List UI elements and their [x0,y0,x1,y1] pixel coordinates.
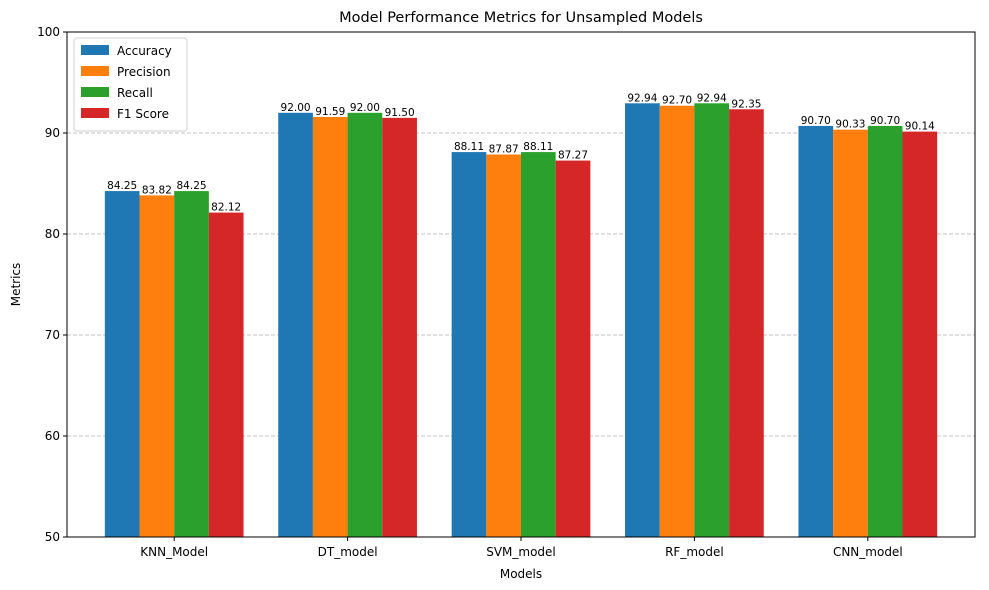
data-label: 92.35 [731,98,761,110]
legend-label: Accuracy [117,44,172,58]
x-tick-label: SVM_model [486,545,556,559]
bar [521,152,556,538]
data-label: 88.11 [523,141,553,153]
legend-swatch [81,108,109,118]
data-labels: 84.25 92.00 88.11 92.94 90.70 83.82 91.59 87.87… [107,92,935,213]
bar [694,103,730,537]
bar [347,112,383,538]
bar [798,125,834,538]
data-label: 88.11 [454,141,484,153]
x-tick-label: DT_model [318,545,378,559]
bar [278,112,313,538]
bar [174,191,209,537]
data-label: 90.70 [801,115,831,127]
y-tick-label: 90 [45,126,60,140]
y-tick-label: 80 [45,227,60,241]
bar [555,160,591,537]
x-tick-label: CNN_model [833,545,903,559]
data-label: 92.00 [281,102,311,114]
bar [659,105,695,537]
data-label: 90.14 [905,121,935,133]
data-label: 92.00 [350,102,380,114]
legend-label: Recall [117,86,153,100]
data-label: 90.70 [870,115,900,127]
y-tick-label: 60 [45,429,60,443]
bar [139,195,175,537]
data-label: 84.25 [107,180,137,192]
bar [486,154,521,537]
data-label: 90.33 [835,119,865,131]
data-label: 91.59 [315,106,345,118]
data-label: 87.27 [558,150,588,162]
legend-label: F1 Score [117,107,169,121]
bar [902,131,938,537]
legend-label: Precision [117,65,171,79]
bar [729,109,764,537]
data-label: 92.94 [627,92,657,104]
data-label: 83.82 [142,184,172,196]
y-axis: 50 60 70 80 90 100 [37,25,67,544]
bar [208,212,244,537]
y-tick-label: 50 [45,530,60,544]
data-label: 92.70 [662,95,692,107]
legend-frame [73,37,188,132]
bar [625,103,660,537]
y-axis-title: Metrics [9,263,23,307]
x-tick-label: KNN_Model [140,545,208,559]
bars [104,103,938,538]
y-tick-label: 70 [45,328,60,342]
legend-swatch [81,45,109,55]
x-axis-title: Models [500,567,542,581]
x-axis: KNN_Model DT_model SVM_model RF_model CNN_mo… [140,537,903,559]
bar [104,191,140,537]
bar [382,117,417,537]
data-label: 82.12 [211,202,241,214]
bar [833,129,868,538]
legend: Accuracy Precision Recall F1 Score [73,37,188,132]
legend-swatch [81,66,109,76]
x-tick-label: RF_model [665,545,724,559]
y-tick-label: 100 [37,25,60,39]
bar [451,152,487,538]
chart-title: Model Performance Metrics for Unsampled … [339,10,703,26]
bar [867,125,903,538]
data-label: 92.94 [697,92,727,104]
legend-swatch [81,87,109,97]
data-label: 84.25 [177,180,207,192]
data-label: 91.50 [385,107,415,119]
bar [312,116,348,537]
data-label: 87.87 [489,144,519,156]
